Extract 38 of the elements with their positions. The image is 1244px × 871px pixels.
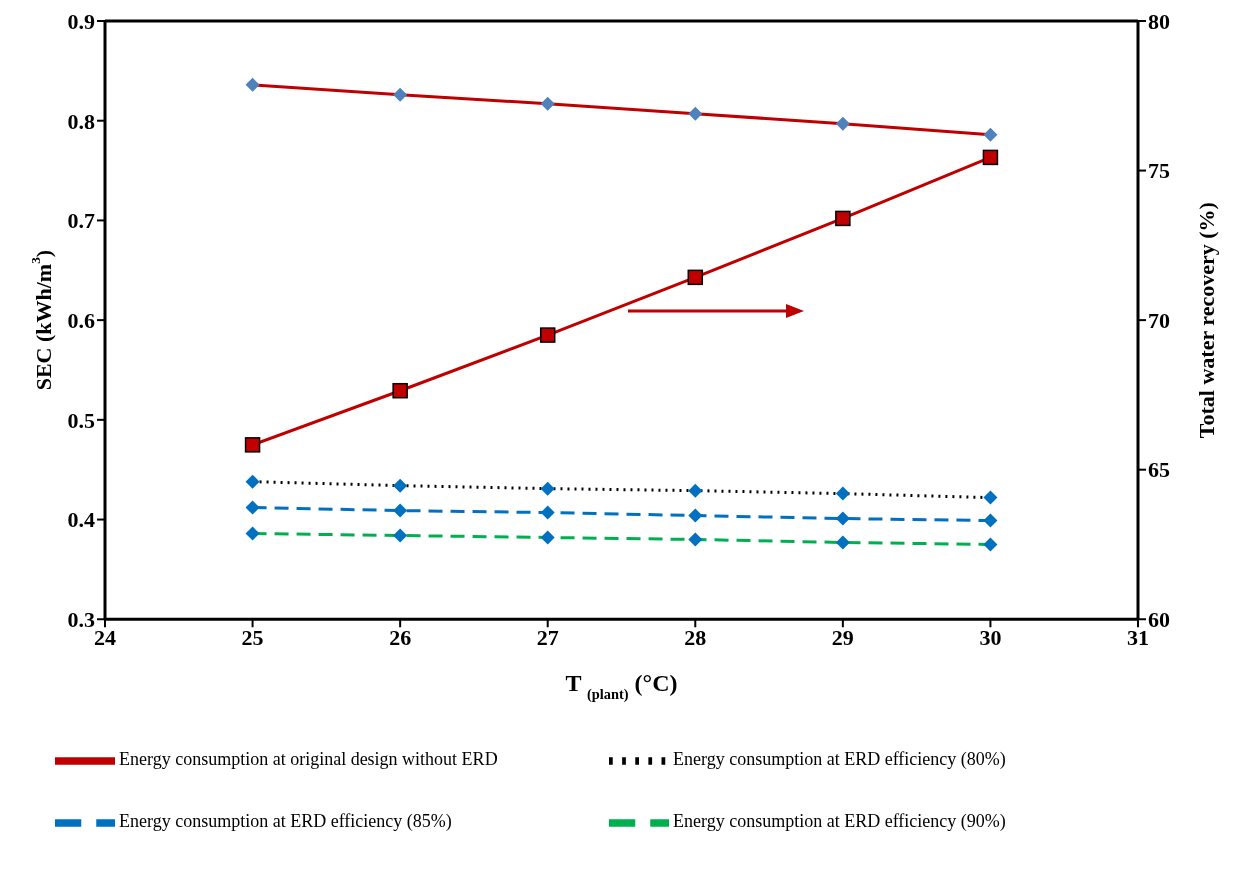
y-tick-label: 0.7 — [67, 208, 95, 234]
y-tick-label: 0.4 — [67, 507, 95, 533]
x-tick-label: 31 — [1127, 624, 1149, 650]
legend-label: Energy consumption at ERD efficiency (85%) — [119, 810, 453, 834]
y2-tick-label: 80 — [1148, 8, 1170, 34]
point — [244, 437, 261, 453]
x-tick-label: 28 — [684, 624, 707, 650]
point — [835, 511, 850, 526]
y-tick-label: 0.5 — [67, 407, 95, 433]
y2-tick-label: 75 — [1148, 158, 1170, 184]
legend-label: Energy consumption at original design without ERD — [119, 748, 499, 772]
x-tick-label: 25 — [241, 624, 264, 650]
x-tick-label: 26 — [389, 624, 412, 650]
point — [688, 508, 703, 523]
point — [982, 149, 999, 166]
y-tick-label: 0.8 — [67, 108, 95, 134]
y2-tick-label: 70 — [1148, 307, 1170, 333]
legend-label: Energy consumption at ERD efficiency (90%) — [673, 810, 1007, 834]
point — [245, 500, 260, 515]
point — [393, 503, 408, 518]
legend-label: Energy consumption at ERD efficiency (80%) — [673, 748, 1007, 772]
point — [539, 327, 556, 343]
y2-tick-label: 60 — [1148, 607, 1170, 633]
y-tick-label: 0.3 — [67, 607, 95, 633]
x-tick-label: 24 — [94, 624, 116, 650]
point — [983, 513, 998, 528]
x-axis-title: T $_{(plant)}$ (°C) — [565, 670, 678, 704]
point — [835, 210, 851, 227]
point — [540, 505, 555, 520]
x-tick-label: 30 — [979, 624, 1002, 650]
x-tick-label: 29 — [831, 624, 854, 650]
y2-axis-title: Total water recovery (%) — [1193, 202, 1219, 439]
y2-tick-label: 65 — [1148, 457, 1170, 483]
point — [687, 269, 704, 286]
y-tick-label: 0.9 — [67, 8, 95, 34]
point — [392, 382, 408, 399]
y-tick-label: 0.6 — [67, 307, 95, 333]
x-tick-label: 27 — [536, 624, 559, 650]
